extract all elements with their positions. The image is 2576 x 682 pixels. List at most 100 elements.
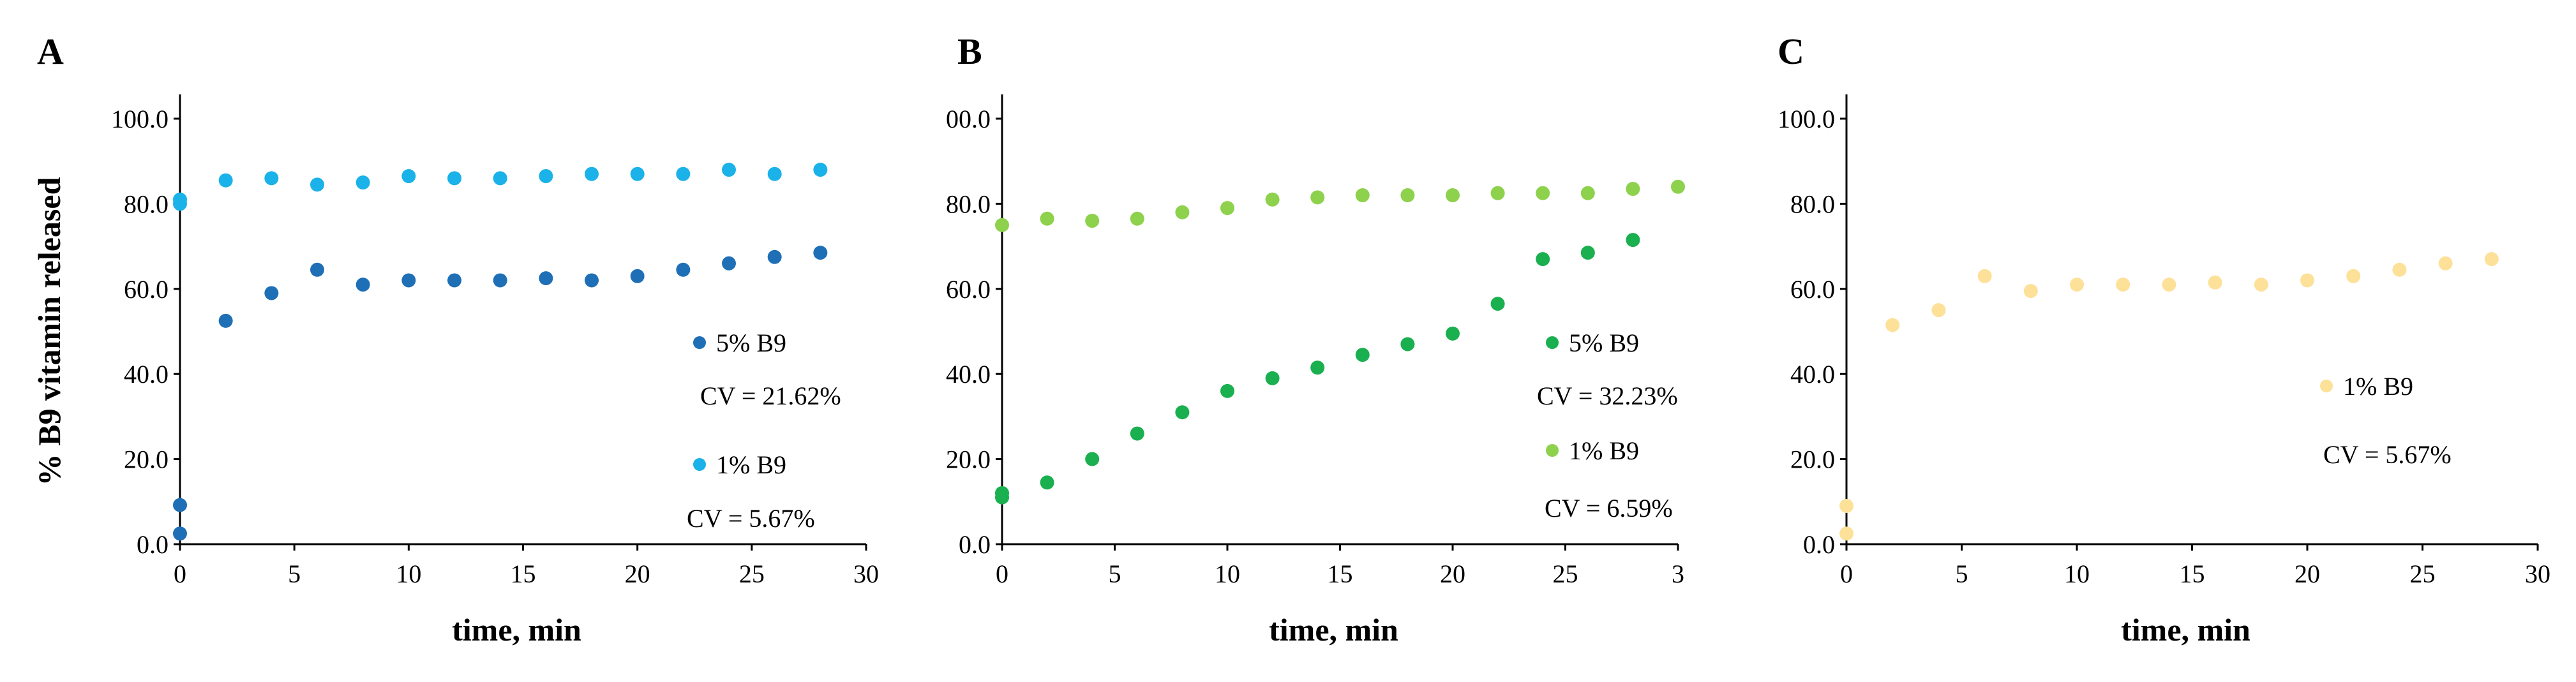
data-point [585,273,599,288]
data-point [2254,278,2268,292]
data-point [173,498,187,512]
legend-label: 1% B9 [2343,372,2413,401]
data-point [2438,256,2453,271]
legend-label: 1% B9 [716,450,786,479]
y-tick-label: 100.0 [1778,105,1835,133]
legend-label: 5% B9 [1569,329,1639,357]
data-point [1400,188,1415,203]
data-point [539,169,553,184]
x-tick-label: 20 [2295,560,2320,588]
data-point [264,171,279,186]
chart-panel-c: C 0.0 20.0 40.0 60.0 80.0 100.0 0 5 10 15 20 25 30 tim… [1778,31,2550,648]
cv-annotation: CV = 32.23% [1537,382,1678,410]
y-axis-title: % B9 vitamin released [31,177,67,486]
data-point [1580,246,1595,260]
data-point [356,278,370,292]
x-tick-label: 5 [1109,560,1121,588]
y-tick-label: 60.0 [1790,275,1835,304]
data-point [1175,205,1190,219]
data-point [585,167,599,181]
data-point [630,269,645,283]
data-point [722,163,736,177]
data-point [813,246,828,260]
data-point [813,163,828,177]
cv-annotation: CV = 6.59% [1545,494,1673,523]
data-point [1490,297,1505,311]
x-tick-label: 0 [1840,560,1853,588]
data-point [264,286,279,300]
data-point [1265,192,1280,207]
data-point [1130,426,1144,441]
cv-annotation: CV = 5.67% [2323,440,2452,469]
legend-label: 1% B9 [1569,436,1639,465]
data-point [401,169,416,184]
x-axis-title: time, min [452,612,581,648]
data-point [1400,337,1415,352]
data-point [676,262,691,277]
data-point [1085,452,1100,466]
data-point [1130,211,1144,226]
x-tick-label: 10 [396,560,421,588]
data-point [630,167,645,181]
legend-label: 5% B9 [716,329,786,357]
data-point [2023,284,2038,299]
data-point [401,273,416,288]
data-point [539,271,553,286]
data-point [1580,186,1595,200]
data-point [1355,188,1370,203]
data-point [2116,278,2130,292]
y-tick-label: 100.0 [111,105,168,133]
x-tick-label: 5 [1956,560,1968,588]
data-point [310,177,324,192]
data-point [1355,348,1370,362]
data-point [310,262,324,277]
y-tick-label: 40.0 [1790,360,1835,389]
chart-panel-b: B 0.0 20.0 40.0 60.0 80.0 00.0 0 5 10 15 20 25 3 time,… [946,31,1685,648]
data-point [1536,186,1550,200]
cv-annotation: CV = 21.62% [700,382,841,410]
data-point [1839,526,1853,541]
y-tick-label: 80.0 [124,189,168,218]
data-point [676,167,691,181]
data-point [2162,278,2176,292]
y-tick-label: 80.0 [946,189,991,218]
y-tick-label: 60.0 [124,275,168,304]
data-point [2070,278,2084,292]
legend-marker [693,458,706,471]
legend-marker [2320,380,2333,392]
data-point [1931,303,1946,318]
data-point [2484,252,2499,267]
y-tick-label: 0.0 [1803,530,1835,559]
data-point [1265,371,1280,385]
data-point [218,173,233,188]
x-tick-label: 25 [1553,560,1578,588]
data-point [2208,275,2222,290]
data-point [447,171,461,186]
panel-letter: B [957,31,982,72]
data-point [767,249,782,264]
data-point [1446,188,1460,203]
data-point [2392,262,2407,277]
data-point [1446,326,1460,341]
legend-marker [693,336,706,349]
y-tick-label: 20.0 [124,445,168,474]
data-point [2300,273,2314,288]
x-tick-label: 25 [739,560,765,588]
data-point [722,256,736,271]
x-tick-label: 15 [1328,560,1353,588]
legend-marker [1546,336,1559,349]
data-point [995,486,1009,500]
data-point [1310,360,1325,375]
data-point [1626,182,1640,196]
data-point [1175,405,1190,420]
cv-annotation: CV = 5.67% [687,504,815,533]
x-tick-label: 15 [511,560,536,588]
data-point [1626,233,1640,248]
x-axis-title: time, min [1269,612,1398,648]
data-point [1085,214,1100,228]
data-point [1536,252,1550,267]
y-tick-label: 0.0 [959,530,991,559]
data-point [173,192,187,207]
data-point [1040,211,1054,226]
